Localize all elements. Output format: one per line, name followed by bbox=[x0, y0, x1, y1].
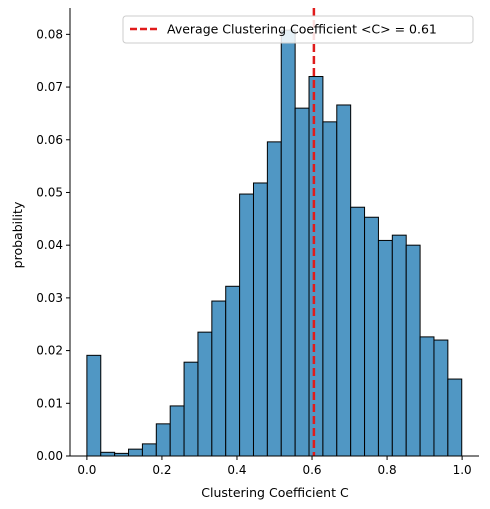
histogram-bar bbox=[280, 29, 296, 457]
y-tick-label: 0.06 bbox=[36, 133, 63, 147]
histogram-bar bbox=[100, 451, 116, 457]
legend: Average Clustering Coefficient <C> = 0.6… bbox=[122, 15, 474, 44]
y-axis-label: probability bbox=[10, 201, 25, 268]
histogram-bar bbox=[266, 141, 282, 457]
histogram-bar bbox=[447, 378, 463, 457]
histogram-bar bbox=[308, 76, 324, 457]
histogram-bar bbox=[252, 182, 268, 457]
x-tick-label: 0.6 bbox=[302, 463, 321, 477]
y-tick-label: 0.04 bbox=[36, 238, 63, 252]
y-tick-label: 0.03 bbox=[36, 291, 63, 305]
x-tick-label: 0.0 bbox=[77, 463, 96, 477]
legend-entry-label: Average Clustering Coefficient <C> = 0.6… bbox=[167, 22, 437, 37]
histogram-bar bbox=[377, 239, 393, 457]
y-axis-ticks: 0.00 0.01 0.02 0.03 0.04 0.05 0.06 0.07 0.08 bbox=[36, 27, 70, 463]
histogram-bar bbox=[419, 336, 435, 457]
histogram-bar bbox=[169, 405, 185, 457]
histogram-bar bbox=[322, 121, 338, 457]
histogram-bar bbox=[128, 448, 143, 457]
y-tick-label: 0.01 bbox=[36, 396, 63, 410]
x-tick-label: 0.4 bbox=[227, 463, 246, 477]
axes bbox=[69, 8, 479, 457]
histogram-bar bbox=[391, 234, 407, 457]
y-tick-label: 0.00 bbox=[36, 449, 63, 463]
histogram-bar bbox=[433, 339, 449, 457]
x-axis-ticks: 0.0 0.2 0.4 0.6 0.8 1.0 bbox=[77, 456, 472, 477]
x-tick-label: 0.2 bbox=[152, 463, 171, 477]
y-tick-label: 0.07 bbox=[36, 80, 63, 94]
y-tick-label: 0.08 bbox=[36, 27, 63, 41]
y-tick-label: 0.02 bbox=[36, 344, 63, 358]
histogram-bar bbox=[86, 354, 102, 457]
histogram-bar bbox=[197, 331, 213, 457]
x-axis-label: Clustering Coefficient C bbox=[201, 485, 349, 500]
histogram-bar bbox=[350, 206, 366, 457]
histogram-bar bbox=[141, 443, 157, 457]
legend-box bbox=[122, 15, 474, 44]
x-tick-label: 1.0 bbox=[453, 463, 472, 477]
histogram-bar bbox=[364, 216, 379, 457]
histogram-bar bbox=[155, 423, 171, 457]
histogram-bar bbox=[239, 193, 254, 457]
histogram-bar bbox=[211, 300, 227, 457]
x-tick-label: 0.8 bbox=[378, 463, 397, 477]
histogram-bar bbox=[405, 244, 421, 457]
histogram-bar bbox=[225, 285, 241, 457]
histogram-bar bbox=[183, 361, 199, 457]
y-tick-label: 0.05 bbox=[36, 185, 63, 199]
histogram-bars bbox=[86, 29, 463, 457]
histogram-bar bbox=[294, 107, 310, 457]
histogram-bar bbox=[336, 104, 352, 457]
